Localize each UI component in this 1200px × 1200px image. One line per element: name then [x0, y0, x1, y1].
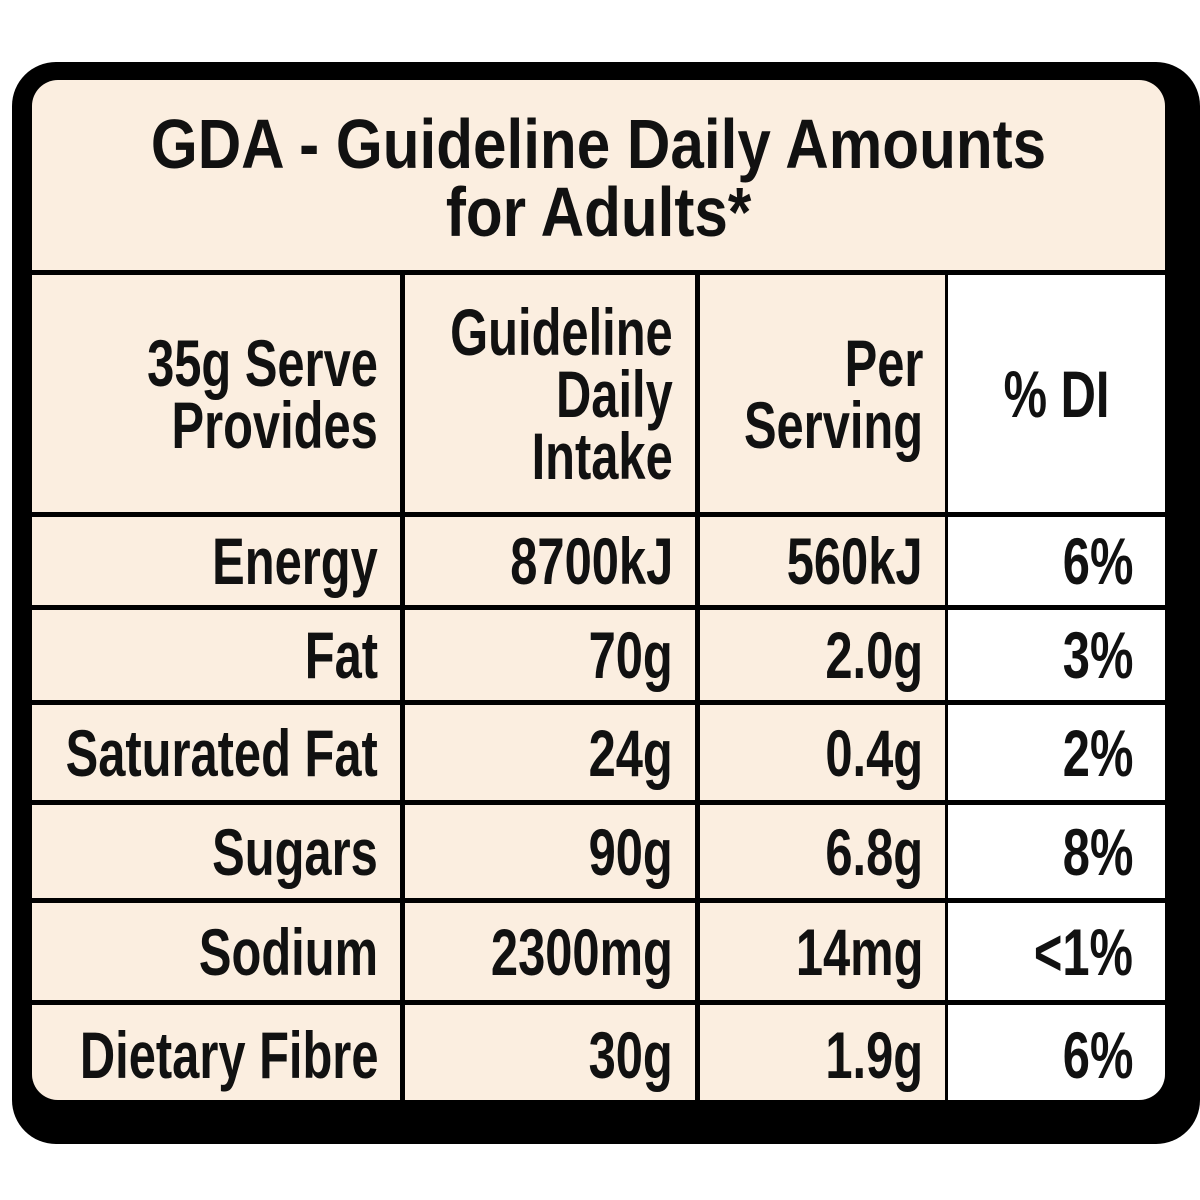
row-label: Dietary Fibre — [32, 1005, 400, 1100]
text-line: Provides — [171, 387, 378, 462]
text-line: 35g Serve — [147, 325, 378, 400]
title-block: GDA - Guideline Daily Amounts for Adults* — [32, 80, 1165, 275]
row-label: Fat — [32, 610, 400, 700]
table-cell: 0.4g — [700, 705, 945, 800]
column-header: Guideline Daily Intake — [405, 275, 695, 512]
text-line: 8% — [1062, 814, 1133, 889]
text-line: Sodium — [198, 914, 378, 989]
text-line: <1% — [1033, 914, 1133, 989]
text-line: 30g — [588, 1018, 673, 1092]
text-line: Intake — [531, 418, 673, 493]
table-cell: 8% — [948, 805, 1165, 898]
text-line: 560kJ — [787, 524, 923, 598]
table-cell: 6% — [948, 1005, 1165, 1100]
row-label: Sugars — [32, 805, 400, 898]
text-line: Sugars — [212, 814, 378, 889]
text-line: Serving — [743, 387, 923, 462]
text-line: 2300mg — [491, 914, 673, 989]
text-line: 6.8g — [825, 814, 923, 889]
text-line: 6% — [1062, 524, 1133, 598]
text-line: GDA - Guideline Daily Amounts — [150, 104, 1047, 183]
table-cell: 2300mg — [405, 903, 695, 1000]
table-cell: 70g — [405, 610, 695, 700]
text-line: 24g — [588, 715, 673, 790]
nutrition-table: 35g Serve Provides Guideline Daily Intake Per… — [32, 270, 1165, 1100]
text-line: 1.9g — [825, 1018, 923, 1092]
text-line: Daily — [556, 356, 673, 431]
table-cell: 6.8g — [700, 805, 945, 898]
table-cell: 3% — [948, 610, 1165, 700]
table-cell: <1% — [948, 903, 1165, 1000]
text-line: 3% — [1062, 618, 1133, 692]
column-header: Per Serving — [700, 275, 945, 512]
table-cell: 30g — [405, 1005, 695, 1100]
text-line: 14mg — [795, 914, 923, 989]
row-label: Sodium — [32, 903, 400, 1000]
text-line: Energy — [212, 524, 378, 598]
text-line: 6% — [1062, 1018, 1133, 1092]
table-cell: 2% — [948, 705, 1165, 800]
table-cell: 6% — [948, 517, 1165, 605]
row-label: Energy — [32, 517, 400, 605]
text-line: % DI — [1003, 356, 1110, 431]
text-line: 0.4g — [825, 715, 923, 790]
text-line: Dietary Fibre — [79, 1018, 378, 1092]
text-line: Guideline — [450, 294, 673, 369]
table-cell: 1.9g — [700, 1005, 945, 1100]
table-cell: 560kJ — [700, 517, 945, 605]
column-header: % DI — [948, 275, 1165, 512]
column-header: 35g Serve Provides — [32, 275, 400, 512]
row-label: Saturated Fat — [32, 705, 400, 800]
gda-label: GDA - Guideline Daily Amounts for Adults*… — [32, 80, 1165, 1100]
table-cell: 8700kJ — [405, 517, 695, 605]
text-line: 2.0g — [825, 618, 923, 692]
table-cell: 90g — [405, 805, 695, 898]
table-cell: 14mg — [700, 903, 945, 1000]
text-line: Per — [844, 325, 923, 400]
text-line: for Adults* — [445, 172, 752, 251]
text-line: 8700kJ — [510, 524, 673, 598]
text-line: Saturated Fat — [65, 715, 378, 790]
table-cell: 2.0g — [700, 610, 945, 700]
text-line: 70g — [588, 618, 673, 692]
text-line: 2% — [1062, 715, 1133, 790]
text-line: Fat — [304, 618, 378, 692]
text-line: 90g — [588, 814, 673, 889]
table-cell: 24g — [405, 705, 695, 800]
